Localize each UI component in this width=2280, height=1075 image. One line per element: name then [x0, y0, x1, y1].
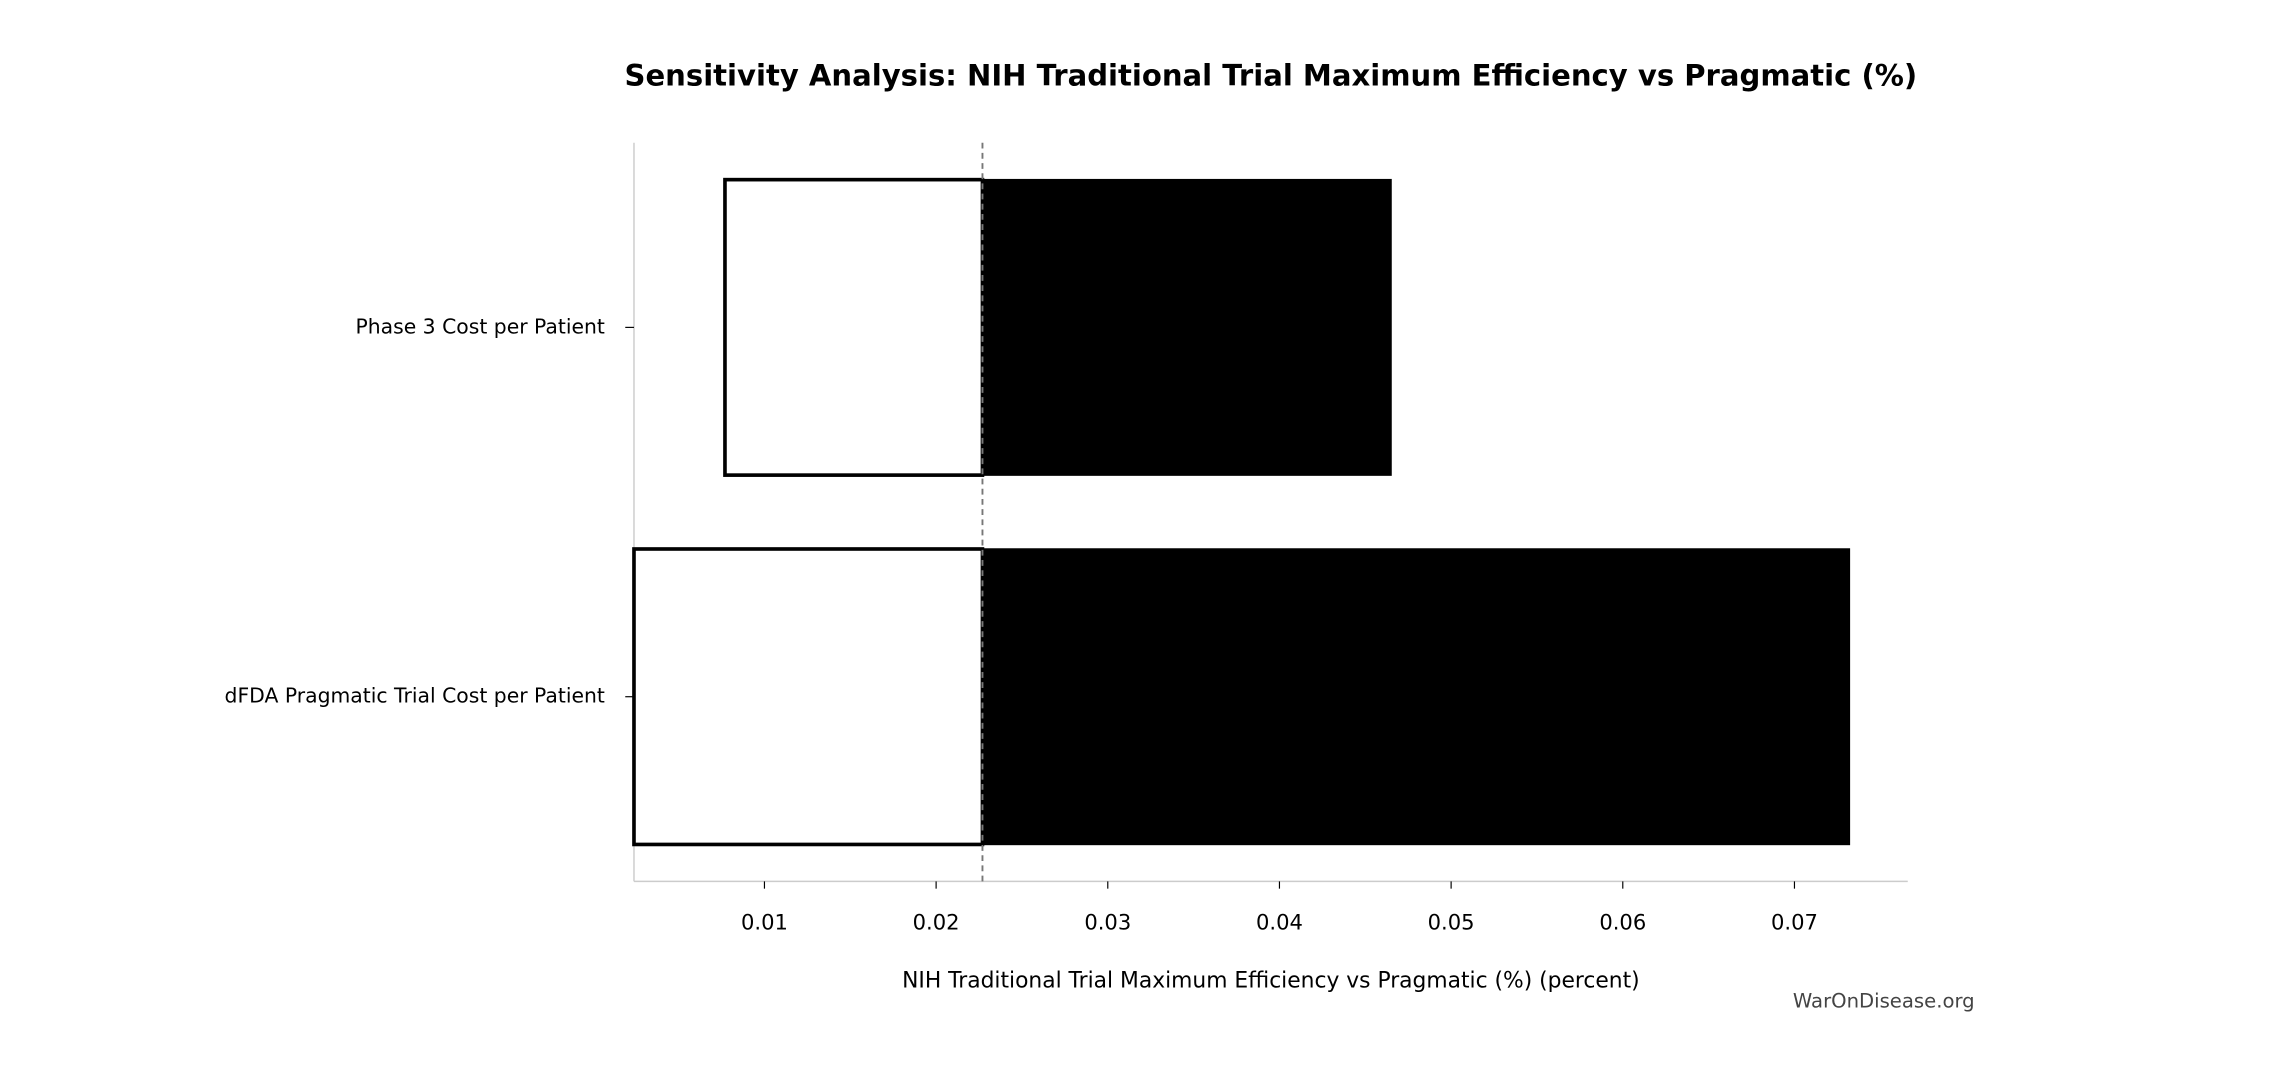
x-tick-label: 0.07: [1771, 910, 1818, 935]
watermark: WarOnDisease.org: [1793, 990, 1975, 1013]
x-axis-label: NIH Traditional Trial Maximum Efficiency…: [902, 969, 1640, 994]
x-tick-label: 0.02: [913, 910, 960, 935]
low-bar: [632, 547, 985, 847]
x-tick-label: 0.03: [1084, 910, 1131, 935]
high-bar: [981, 548, 1851, 846]
x-tick-label: 0.05: [1428, 910, 1475, 935]
x-tick-label: 0.06: [1599, 910, 1646, 935]
x-tick-label: 0.01: [741, 910, 788, 935]
y-tick-label: dFDA Pragmatic Trial Cost per Patient: [225, 684, 605, 708]
low-bar: [723, 177, 985, 477]
high-bar: [981, 178, 1392, 476]
chart-title: Sensitivity Analysis: NIH Traditional Tr…: [625, 58, 1918, 92]
y-tick-label: Phase 3 Cost per Patient: [355, 314, 604, 338]
x-tick-label: 0.04: [1256, 910, 1303, 935]
